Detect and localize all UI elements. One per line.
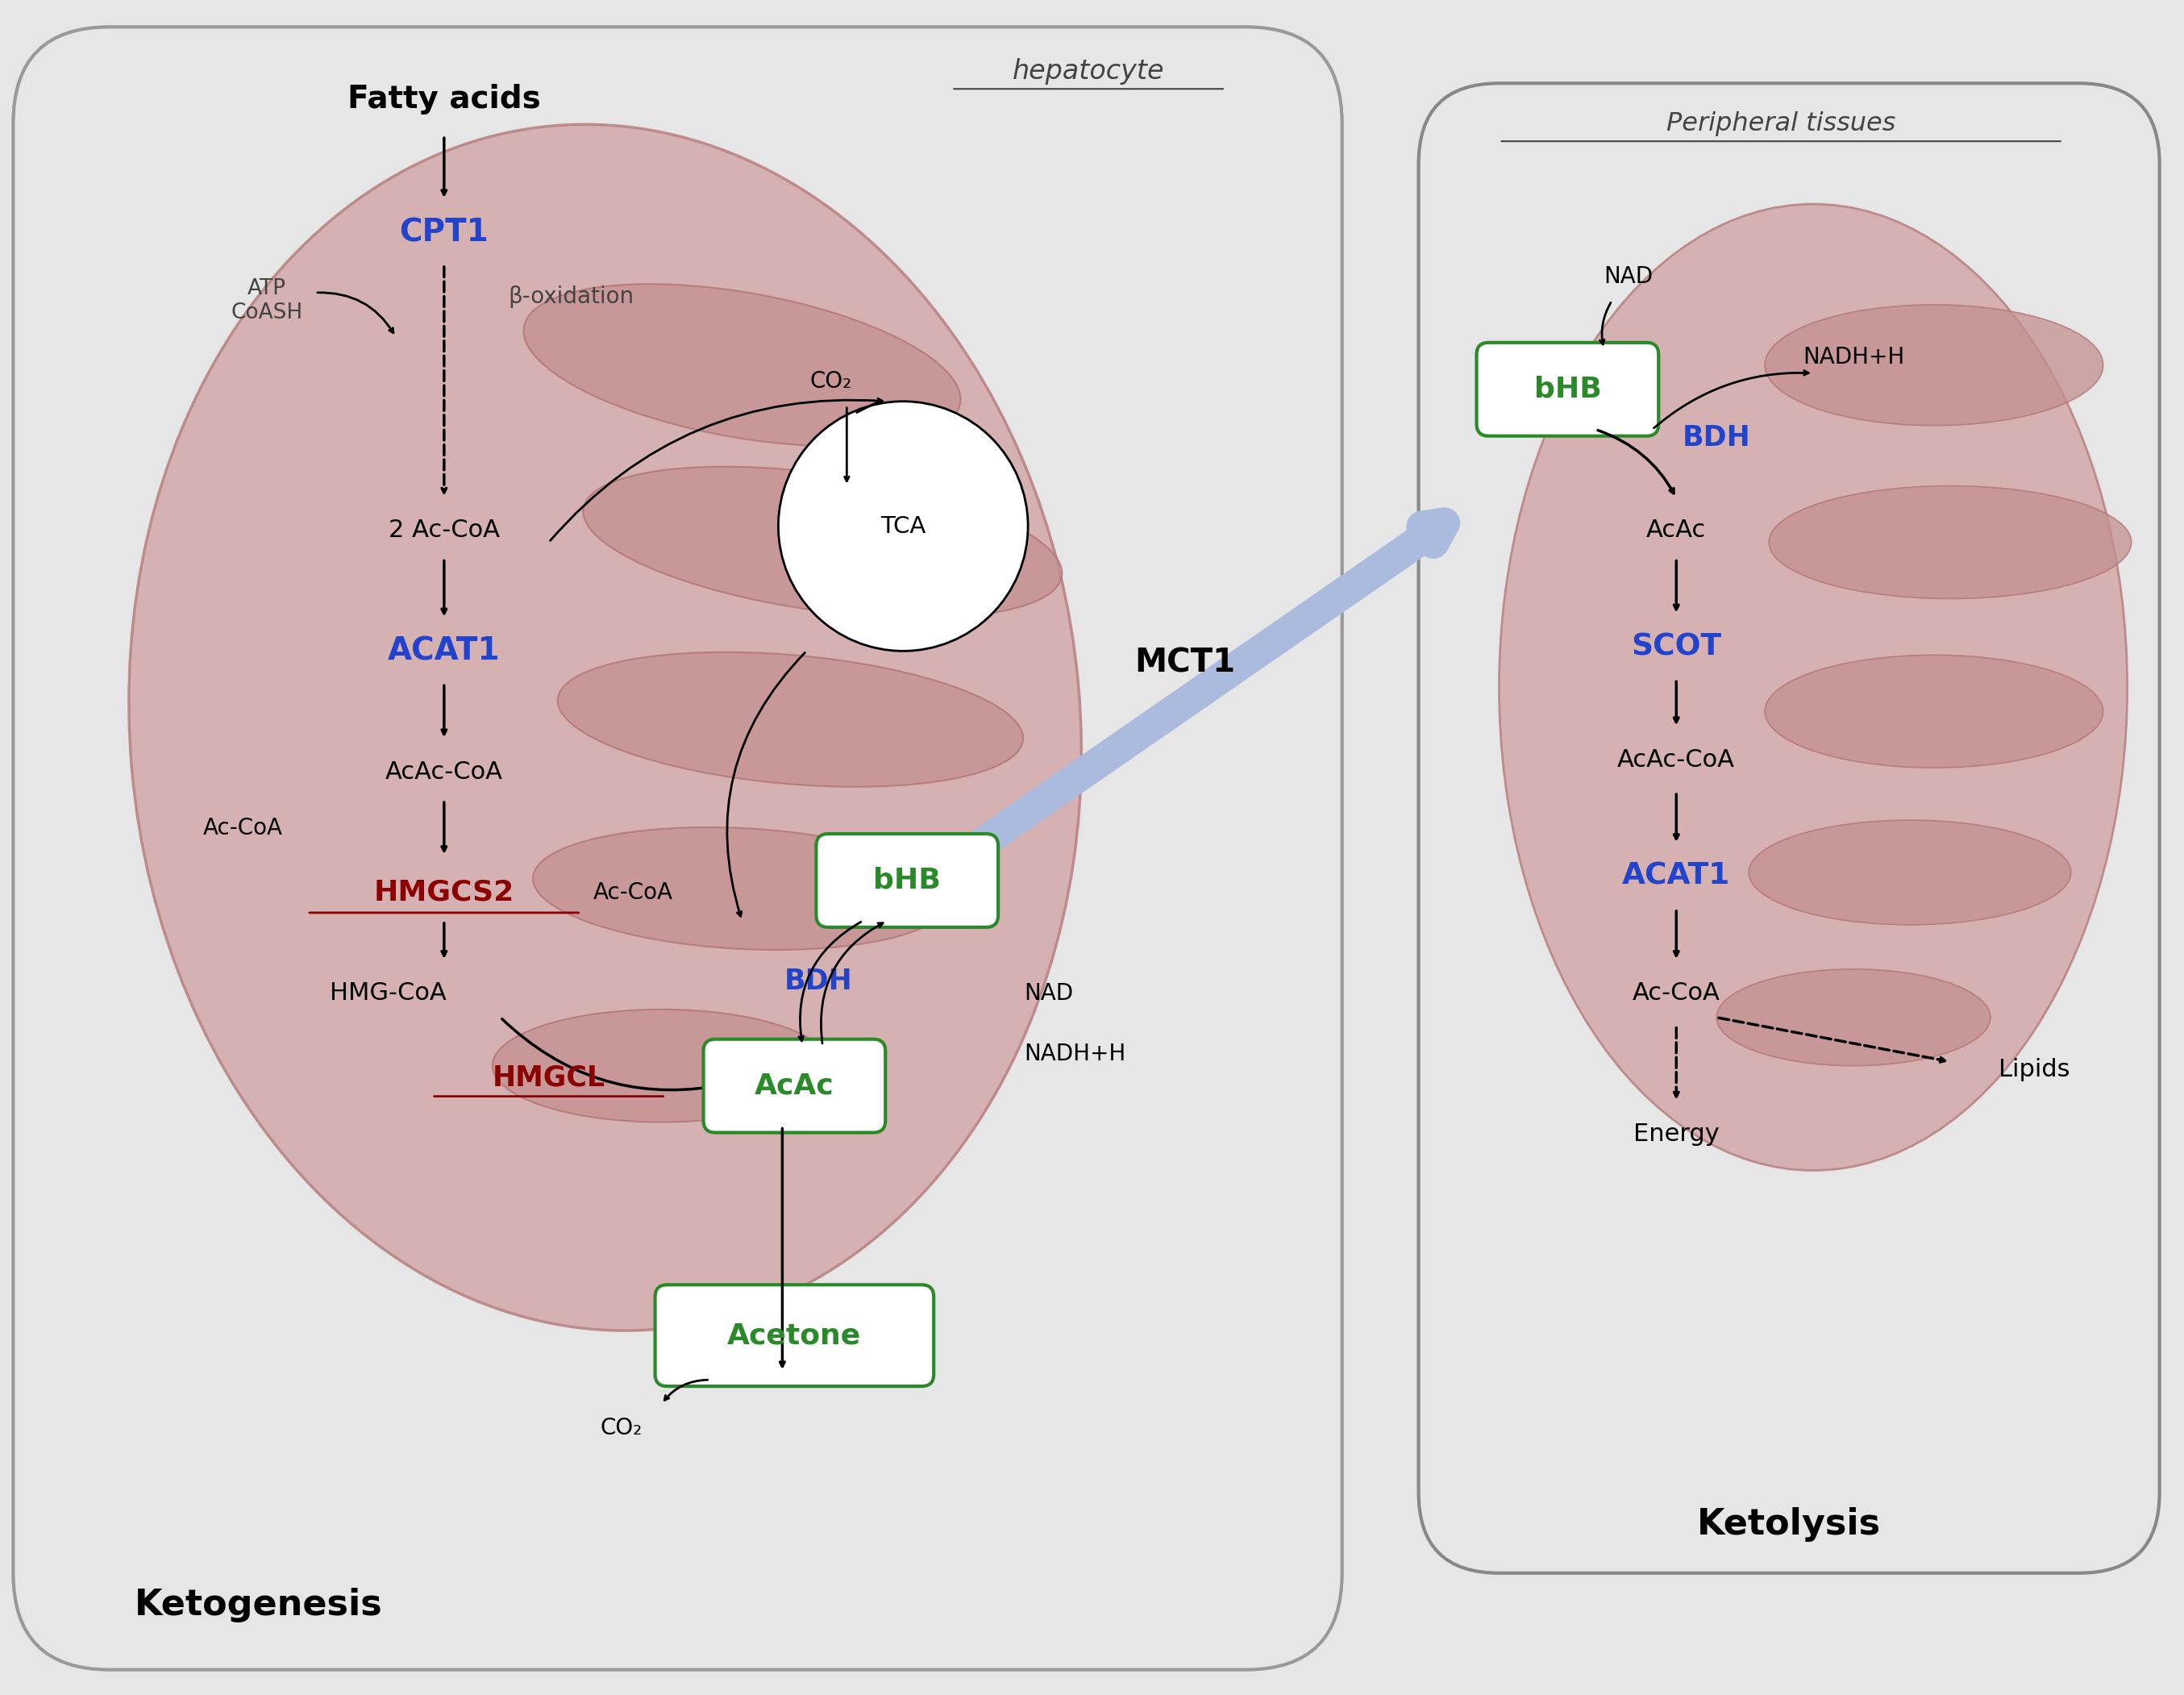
Circle shape bbox=[778, 402, 1029, 651]
Text: NADH+H: NADH+H bbox=[1802, 346, 1904, 368]
Text: Lipids: Lipids bbox=[1998, 1058, 2070, 1081]
FancyBboxPatch shape bbox=[1476, 342, 1658, 436]
Ellipse shape bbox=[583, 466, 1061, 619]
FancyBboxPatch shape bbox=[817, 834, 998, 927]
Text: AcAc-CoA: AcAc-CoA bbox=[1618, 747, 1734, 771]
Text: Acetone: Acetone bbox=[727, 1322, 860, 1349]
Ellipse shape bbox=[129, 124, 1081, 1331]
Ellipse shape bbox=[1498, 203, 2127, 1171]
Text: HMGCS2: HMGCS2 bbox=[373, 880, 513, 907]
Ellipse shape bbox=[1765, 305, 2103, 425]
Text: MCT1: MCT1 bbox=[1133, 647, 1236, 680]
Ellipse shape bbox=[533, 827, 952, 949]
Text: ACAT1: ACAT1 bbox=[389, 636, 500, 666]
Text: hepatocyte: hepatocyte bbox=[1013, 58, 1164, 85]
Text: BDH: BDH bbox=[1682, 424, 1752, 451]
Ellipse shape bbox=[1749, 820, 2070, 925]
Text: β-oxidation: β-oxidation bbox=[509, 285, 633, 308]
Text: Ketolysis: Ketolysis bbox=[1697, 1507, 1880, 1542]
Text: TCA: TCA bbox=[880, 515, 926, 537]
Text: bHB: bHB bbox=[1533, 376, 1601, 403]
FancyBboxPatch shape bbox=[13, 27, 1343, 1670]
Text: NAD: NAD bbox=[1603, 264, 1653, 288]
Text: Energy: Energy bbox=[1634, 1122, 1719, 1146]
Text: NADH+H: NADH+H bbox=[1024, 1042, 1125, 1064]
Text: HMG-CoA: HMG-CoA bbox=[330, 981, 446, 1005]
Text: CPT1: CPT1 bbox=[400, 217, 489, 247]
FancyBboxPatch shape bbox=[655, 1285, 935, 1387]
Text: NAD: NAD bbox=[1024, 981, 1072, 1005]
Text: HMGCL: HMGCL bbox=[491, 1064, 605, 1092]
Ellipse shape bbox=[491, 1009, 830, 1122]
FancyBboxPatch shape bbox=[703, 1039, 885, 1132]
Ellipse shape bbox=[1765, 654, 2103, 768]
Text: AcAc: AcAc bbox=[756, 1073, 834, 1100]
Text: AcAc-CoA: AcAc-CoA bbox=[384, 759, 502, 783]
Text: ACAT1: ACAT1 bbox=[1623, 863, 1730, 892]
Text: CO₂: CO₂ bbox=[810, 370, 852, 393]
Text: SCOT: SCOT bbox=[1631, 632, 1721, 661]
Text: AcAc: AcAc bbox=[1647, 519, 1706, 542]
Text: BDH: BDH bbox=[784, 968, 852, 995]
Ellipse shape bbox=[524, 285, 961, 446]
Text: Ac-CoA: Ac-CoA bbox=[203, 817, 282, 839]
Text: Ketogenesis: Ketogenesis bbox=[135, 1588, 382, 1622]
Text: ATP
CoASH: ATP CoASH bbox=[232, 278, 304, 324]
Text: Fatty acids: Fatty acids bbox=[347, 85, 542, 115]
Text: CO₂: CO₂ bbox=[601, 1417, 642, 1439]
Text: Ac-CoA: Ac-CoA bbox=[594, 881, 673, 903]
Text: Peripheral tissues: Peripheral tissues bbox=[1666, 112, 1896, 136]
Text: 2 Ac-CoA: 2 Ac-CoA bbox=[389, 519, 500, 542]
Text: Ac-CoA: Ac-CoA bbox=[1631, 981, 1721, 1005]
Text: bHB: bHB bbox=[874, 866, 941, 895]
Ellipse shape bbox=[1769, 486, 2132, 598]
Ellipse shape bbox=[1717, 970, 1990, 1066]
FancyBboxPatch shape bbox=[1420, 83, 2160, 1573]
Ellipse shape bbox=[557, 653, 1022, 786]
